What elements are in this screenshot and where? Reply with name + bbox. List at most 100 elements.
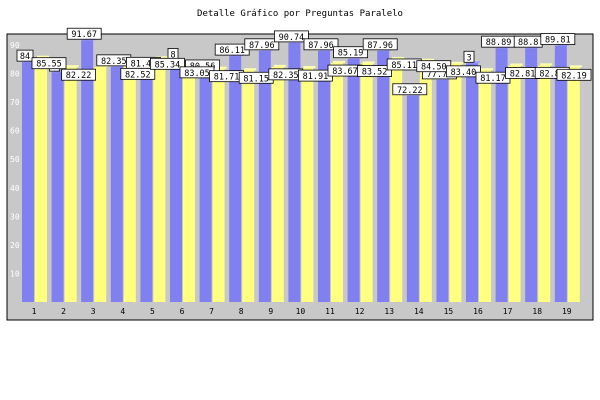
bar-top bbox=[421, 58, 434, 61]
value-label-box bbox=[463, 50, 475, 63]
value-label-box bbox=[540, 33, 576, 45]
value-label-box bbox=[66, 27, 102, 40]
value-label: 87.96 bbox=[308, 41, 334, 51]
x-tick-label: 19 bbox=[562, 307, 572, 316]
value-label: 83.52 bbox=[362, 68, 388, 78]
value-label: 87.96 bbox=[249, 41, 275, 51]
y-tick-label: 90 bbox=[10, 41, 20, 50]
bar-series-b bbox=[64, 67, 77, 303]
value-label: 81.91 bbox=[303, 72, 329, 82]
value-label: 83.67 bbox=[332, 67, 358, 77]
value-label-box bbox=[61, 68, 96, 81]
value-label-box bbox=[392, 83, 428, 96]
value-label: 88.8 bbox=[518, 38, 538, 48]
x-tick-label: 2 bbox=[61, 307, 66, 316]
bar-series-a bbox=[51, 72, 64, 302]
bar-series-a bbox=[554, 45, 567, 303]
value-label: 82.19 bbox=[561, 71, 587, 81]
value-label: 77.78 bbox=[427, 70, 453, 80]
value-label: 85.55 bbox=[36, 60, 62, 70]
bar-series-b bbox=[508, 65, 521, 303]
bar-series-b bbox=[35, 57, 47, 303]
value-label-box bbox=[16, 49, 34, 62]
value-label: 83.05 bbox=[184, 69, 210, 79]
bar-series-a bbox=[81, 40, 94, 302]
bar-series-a bbox=[199, 71, 212, 302]
x-tick-label: 5 bbox=[150, 307, 155, 316]
value-labels: 84891.6782.3581.48880.5686.1187.9690.748… bbox=[16, 27, 592, 96]
x-tick-label: 14 bbox=[414, 307, 424, 316]
bar-top bbox=[392, 56, 405, 59]
x-tick-label: 13 bbox=[384, 307, 394, 316]
value-label-box bbox=[445, 65, 481, 78]
value-label: 88.89 bbox=[486, 38, 512, 48]
x-axis: 1 2 3 4 5 6 7 8 9 10 11 12 13 14 15 16 17 18 19 bbox=[32, 307, 572, 316]
value-label: 82.81 bbox=[510, 70, 536, 80]
value-label: 3 bbox=[466, 53, 471, 63]
bar-series-b bbox=[390, 58, 403, 302]
bar-series-a bbox=[229, 56, 242, 303]
bar-series-b bbox=[212, 68, 225, 303]
bar-series-b bbox=[271, 66, 284, 302]
value-label: 90.74 bbox=[279, 33, 305, 43]
bar-series-a bbox=[436, 79, 449, 302]
x-tick-label: 8 bbox=[239, 307, 244, 316]
bar-series-b bbox=[479, 70, 491, 302]
value-label-box bbox=[244, 38, 280, 51]
bar-top bbox=[481, 68, 493, 71]
value-label-box bbox=[357, 65, 393, 77]
bar-top bbox=[303, 66, 316, 69]
bar-series-a bbox=[170, 60, 182, 302]
y-axis: 10 20 30 40 50 60 70 80 90 bbox=[10, 41, 20, 278]
bar-top bbox=[155, 56, 168, 59]
value-label: 81.15 bbox=[243, 74, 269, 84]
bar-series-a bbox=[140, 69, 153, 302]
bar-series-a bbox=[258, 50, 271, 302]
bar-series-b bbox=[419, 60, 432, 303]
value-label: 82.52 bbox=[125, 70, 151, 80]
y-tick-label: 60 bbox=[10, 127, 20, 136]
bar-series-a bbox=[525, 48, 538, 303]
bar-series-b bbox=[449, 63, 462, 303]
bar-series-b bbox=[331, 63, 343, 302]
bar-series-a bbox=[288, 42, 301, 302]
bars bbox=[22, 38, 582, 303]
bar-series-b bbox=[301, 68, 314, 303]
bar-series-b bbox=[153, 58, 166, 303]
x-tick-label: 7 bbox=[209, 307, 214, 316]
x-tick-label: 12 bbox=[355, 307, 365, 316]
y-tick-label: 70 bbox=[10, 98, 20, 107]
value-label: 85.19 bbox=[338, 49, 364, 59]
value-label: 81.48 bbox=[131, 59, 157, 69]
value-label: 86.11 bbox=[219, 46, 245, 56]
bar-series-a bbox=[318, 50, 330, 302]
value-label: 84 bbox=[20, 52, 30, 62]
x-tick-label: 17 bbox=[503, 307, 513, 316]
value-label: 91.67 bbox=[71, 30, 97, 40]
value-label: 81.71 bbox=[214, 73, 240, 83]
value-label-box bbox=[149, 57, 185, 70]
bar-series-b bbox=[183, 64, 195, 303]
bar-series-b bbox=[538, 65, 551, 302]
value-label: 72.22 bbox=[397, 86, 423, 96]
y-tick-label: 20 bbox=[10, 241, 20, 250]
bar-series-a bbox=[347, 58, 360, 302]
y-tick-label: 40 bbox=[10, 184, 20, 193]
bar-series-a bbox=[406, 95, 419, 302]
x-tick-label: 10 bbox=[296, 307, 306, 316]
value-label-box bbox=[303, 38, 339, 51]
value-label: 83.40 bbox=[451, 68, 477, 78]
x-tick-label: 9 bbox=[268, 307, 273, 316]
bar-series-b bbox=[94, 66, 107, 302]
value-label: 87.96 bbox=[367, 41, 393, 51]
bar-series-b bbox=[242, 70, 255, 302]
x-tick-label: 3 bbox=[91, 307, 96, 316]
bar-top bbox=[569, 65, 582, 68]
bar-top bbox=[244, 68, 257, 71]
x-tick-label: 11 bbox=[325, 307, 335, 316]
value-label-box bbox=[333, 46, 369, 59]
y-tick-label: 10 bbox=[10, 269, 20, 278]
bar-top bbox=[362, 61, 375, 64]
y-tick-label: 30 bbox=[10, 212, 20, 221]
